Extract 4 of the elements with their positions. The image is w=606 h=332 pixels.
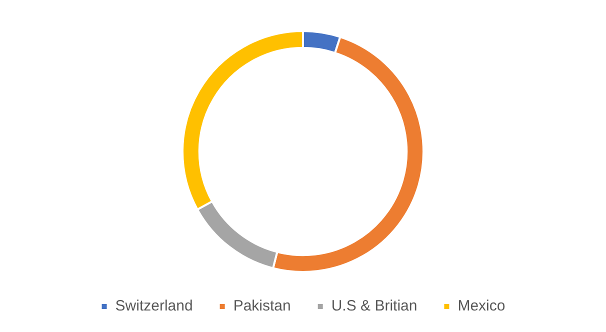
legend-label: Mexico [458,298,506,315]
legend-label: Switzerland [115,298,193,315]
legend-label: Pakistan [233,298,291,315]
legend-label: U.S & Britian [331,298,418,315]
